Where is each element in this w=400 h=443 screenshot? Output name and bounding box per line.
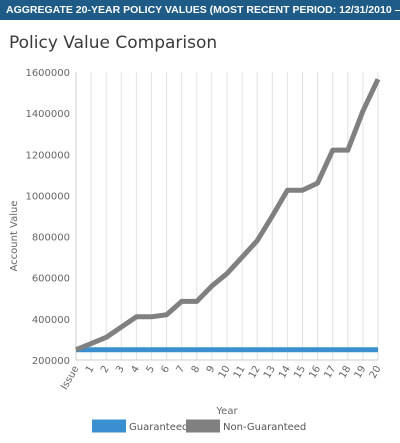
x-tick-label: 1 [84, 364, 97, 375]
chart-title: Policy Value Comparison [9, 33, 218, 53]
y-tick-label: 400000 [32, 315, 70, 326]
y-tick-label: 1400000 [25, 109, 70, 120]
x-tick-label: 6 [159, 364, 172, 375]
x-tick-label: 4 [129, 364, 142, 375]
chart-grid [75, 72, 379, 361]
x-tick-label: 20 [368, 364, 384, 381]
y-axis-ticks: 200000 400000 600000 800000 1000000 1200000 14… [25, 68, 70, 367]
chart-series [75, 78, 381, 353]
y-tick-label: 1600000 [25, 68, 70, 79]
x-tick-label: 17 [322, 364, 338, 381]
y-axis-label: Account Value [9, 200, 20, 271]
y-tick-label: 1200000 [25, 150, 70, 161]
legend-swatch [92, 419, 126, 433]
x-tick-label: 8 [190, 364, 203, 375]
x-tick-label: 3 [114, 364, 127, 375]
chart-legend: Guaranteed Non-Guaranteed [92, 419, 306, 433]
y-tick-label: 200000 [32, 356, 70, 367]
x-tick-label: 2 [99, 364, 112, 375]
x-axis-ticks: Issue 1 2 3 4 5 6 7 8 9 10 11 12 13 14 15 16 17 18 19 20 [59, 364, 383, 392]
x-tick-label: 10 [217, 364, 233, 381]
legend-swatch [186, 419, 220, 433]
header-title: AGGREGATE 20-YEAR POLICY VALUES (MOST RE… [6, 4, 400, 16]
x-tick-label: 9 [205, 364, 218, 375]
y-tick-label: 800000 [32, 233, 70, 244]
legend-label: Guaranteed [129, 422, 188, 433]
x-tick-label: Issue [59, 364, 81, 392]
legend-label: Non-Guaranteed [223, 422, 306, 433]
x-tick-label: 5 [144, 364, 157, 375]
x-tick-label: 14 [277, 364, 293, 381]
x-tick-label: 7 [175, 364, 188, 375]
x-tick-label: 15 [292, 364, 308, 381]
x-tick-label: 12 [247, 364, 263, 381]
x-tick-label: 13 [262, 364, 278, 381]
x-tick-label: 11 [232, 364, 248, 381]
x-axis-label: Year [215, 406, 238, 417]
y-tick-label: 600000 [32, 274, 70, 285]
header-bar: AGGREGATE 20-YEAR POLICY VALUES (MOST RE… [0, 0, 400, 20]
x-tick-label: 19 [353, 364, 369, 381]
y-tick-label: 1000000 [25, 191, 70, 202]
x-tick-label: 16 [307, 364, 323, 381]
x-tick-label: 18 [338, 364, 354, 381]
series-line-non-guaranteed [75, 78, 381, 353]
